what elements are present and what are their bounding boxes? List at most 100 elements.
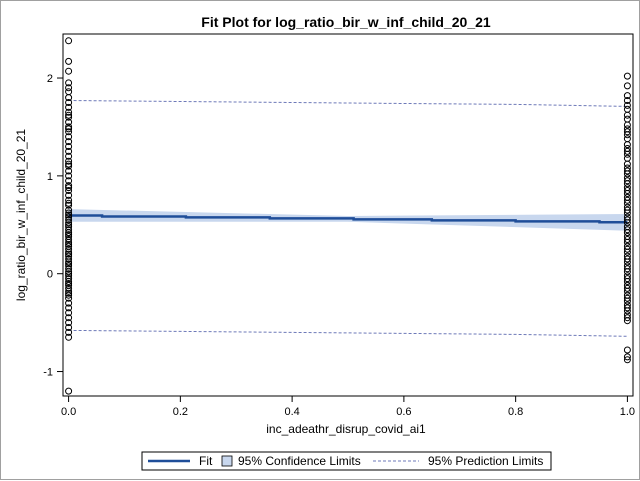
chart-title: Fit Plot for log_ratio_bir_w_inf_child_2… [201,14,491,30]
observation-point [65,255,73,263]
observation-point [623,187,631,194]
observation-point [623,160,631,168]
x-tick-label: 0.0 [61,406,76,418]
observation-point [65,250,73,258]
observation-point [65,275,73,283]
confidence-band-layer [68,209,628,231]
observation-point [65,324,73,331]
legend-box [141,451,552,471]
observation-point [623,199,631,207]
observation-point [65,57,73,65]
observation-point [65,177,73,185]
observation-point [623,219,631,227]
observation-point [623,97,631,104]
observation-point [65,294,73,302]
observation-point [623,287,631,295]
observation-point [65,123,73,131]
observation-point [623,275,631,283]
x-tick-label: 0.8 [508,406,523,418]
observation-point [65,278,73,285]
observation-point [65,333,73,341]
observation-point [623,304,631,312]
observation-point [65,284,73,292]
observation-point [65,191,73,199]
observation-point [65,216,73,224]
observation-point [623,154,631,162]
legend-confidence-label: 95% Confidence Limits [238,454,361,468]
observation-point [65,182,73,190]
observation-point [623,167,631,175]
observation-point [65,265,73,273]
observation-point [65,226,73,234]
observation-point [65,184,73,192]
observation-point [65,240,73,248]
observation-point [65,143,73,150]
x-axis: 0.0 0.2 0.4 0.6 0.8 1.0 [61,396,635,418]
observation-point [65,133,73,141]
observation-point [65,236,73,243]
observation-point [65,84,73,92]
observation-point [65,206,73,214]
observation-point [65,238,73,246]
fit-line [68,214,628,224]
observation-point [65,260,73,268]
observation-point [65,157,73,165]
observation-point [65,125,73,133]
observation-point [623,317,631,325]
observation-point [623,356,631,364]
observation-point [65,319,73,327]
y-tick-label: 1 [47,171,53,183]
observation-point [623,131,631,139]
observation-point [623,353,631,361]
legend-confidence-swatch [221,455,233,467]
observation-point [65,289,73,297]
observation-point [623,307,631,315]
observation-point [623,238,631,246]
observation-point [65,328,73,336]
observation-point [65,79,73,87]
legend-fit-label: Fit [199,454,213,468]
observation-point [623,255,631,263]
fit-line-layer [68,214,628,224]
observation-point [65,309,73,317]
observation-point [623,92,631,100]
observation-point [623,284,631,292]
observation-point [65,187,73,194]
observation-point [65,248,73,256]
observation-point [65,211,73,219]
observation-point [623,190,631,197]
observation-point [65,268,73,276]
observation-point [623,314,631,322]
observation-point [623,72,631,80]
observation-point [623,278,631,285]
observation-point [623,170,631,178]
observation-point [65,270,73,278]
observation-point [623,150,631,158]
observation-point [65,103,73,111]
x-axis-label: inc_adeathr_disrup_covid_ai1 [266,422,426,436]
observation-point [65,199,73,207]
observation-point [65,167,73,175]
observation-point [65,229,73,237]
observation-point [623,245,631,253]
observation-point [65,245,73,253]
observation-point [623,297,631,305]
observation-point [623,258,631,266]
observation-point [65,37,73,45]
y-tick-label: -1 [43,367,53,379]
observation-point [65,162,73,170]
observation-point [65,231,73,239]
observation-point [65,128,73,136]
observation-point [65,111,73,119]
observation-point [623,248,631,256]
observation-point [623,135,631,143]
legend-prediction-label: 95% Prediction Limits [428,454,543,468]
observation-point [623,206,631,214]
observation-point [65,172,73,180]
y-axis-label: log_ratio_bir_w_inf_child_20_21 [14,129,28,301]
observation-point [623,268,631,276]
x-tick-label: 0.4 [284,406,299,418]
prediction-limits-layer [68,100,628,337]
observation-point [623,180,631,188]
